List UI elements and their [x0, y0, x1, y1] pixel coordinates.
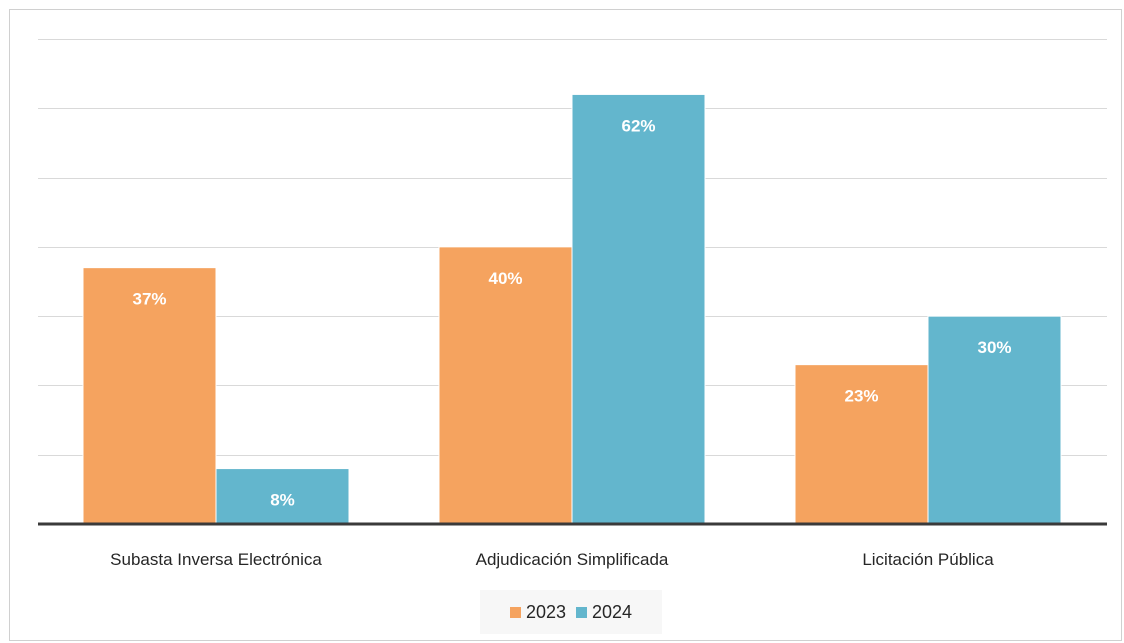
legend-label-2024: 2024: [592, 601, 633, 622]
category-label-0: Subasta Inversa Electrónica: [110, 550, 322, 569]
category-labels: Subasta Inversa Electrónica Adjudicación …: [110, 550, 994, 569]
category-label-1: Adjudicación Simplificada: [476, 550, 669, 569]
value-label-2023-1: 40%: [488, 269, 522, 288]
value-label-2023-0: 37%: [132, 290, 166, 309]
bar-2023-0: [82, 267, 217, 525]
legend-item-2023: 2023: [509, 601, 566, 623]
bar-2024-1: [571, 93, 706, 525]
legend-label-2023: 2023: [525, 601, 566, 622]
value-label-2024-2: 30%: [977, 338, 1011, 357]
legend-swatch-2024: [576, 606, 587, 618]
bar-2023-1: [438, 246, 573, 525]
legend: 2023 2024: [480, 590, 662, 634]
bars: [82, 93, 1062, 525]
category-label-2: Licitación Pública: [862, 550, 994, 569]
legend-item-2024: 2024: [576, 602, 632, 623]
value-labels: 37% 8% 40% 62% 23% 30%: [132, 116, 1011, 509]
legend-swatch-2023: [509, 606, 521, 618]
bar-2024-0: [215, 468, 350, 525]
value-label-2024-1: 62%: [621, 116, 655, 135]
bar-2024-2: [927, 315, 1062, 525]
bar-2023-2: [794, 364, 929, 525]
value-label-2024-0: 8%: [270, 491, 295, 510]
value-label-2023-2: 23%: [844, 387, 878, 406]
